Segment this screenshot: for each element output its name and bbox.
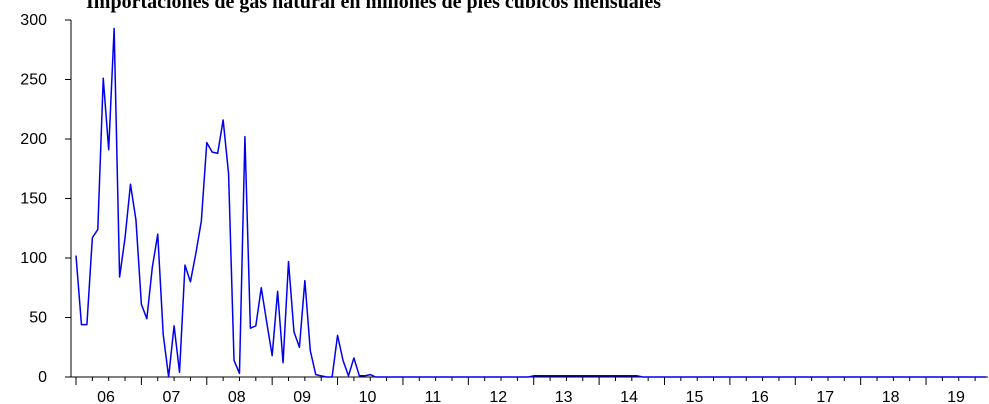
y-tick-label: 0 <box>38 369 47 386</box>
x-tick-label: 09 <box>293 389 311 404</box>
y-axis-ticks: 0 50 100 150 200 250 300 <box>20 12 71 386</box>
series-layer <box>75 27 986 378</box>
x-tick-label: 17 <box>816 389 834 404</box>
y-tick-label: 200 <box>20 131 47 148</box>
series-line <box>75 27 986 378</box>
y-tick-label: 150 <box>20 191 47 208</box>
x-tick-label: 07 <box>162 389 180 404</box>
y-tick-label: 50 <box>29 310 47 327</box>
x-tick-label: 10 <box>359 389 377 404</box>
x-tick-label: 12 <box>489 389 507 404</box>
x-tick-label: 11 <box>425 389 442 404</box>
x-axis-ticks: 06 07 08 09 10 11 12 13 14 15 16 17 18 19 <box>75 377 976 404</box>
y-tick-label: 300 <box>20 12 47 29</box>
x-tick-label: 14 <box>620 389 638 404</box>
y-tick-label: 250 <box>20 72 47 89</box>
chart-title: Importaciones de gas natural en millones… <box>86 0 662 13</box>
x-tick-label: 06 <box>97 389 115 404</box>
axes <box>70 20 988 378</box>
x-tick-label: 19 <box>947 389 965 404</box>
x-tick-label: 08 <box>228 389 246 404</box>
x-tick-label: 15 <box>686 389 704 404</box>
x-tick-label: 16 <box>751 389 769 404</box>
x-tick-label: 18 <box>882 389 900 404</box>
y-tick-label: 100 <box>20 250 47 267</box>
x-tick-label: 13 <box>555 389 573 404</box>
